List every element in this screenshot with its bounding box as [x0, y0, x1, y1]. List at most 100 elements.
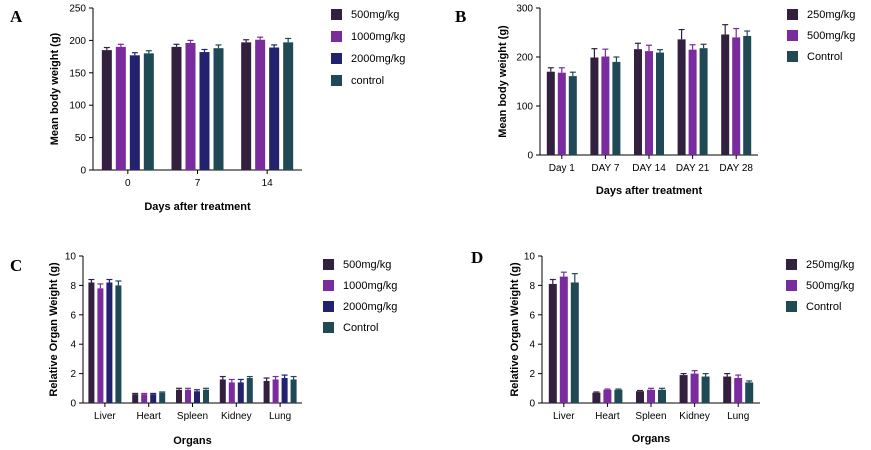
- y-tick-label: 0: [70, 399, 76, 410]
- x-tick-label: Day 1: [549, 163, 576, 174]
- x-tick-label: Kidney: [679, 411, 710, 422]
- bar: [272, 379, 279, 403]
- y-tick-label: 4: [70, 340, 76, 351]
- x-tick-label: Heart: [595, 411, 620, 422]
- legend-swatch: [331, 9, 342, 20]
- bar: [679, 375, 688, 403]
- y-tick-label: 250: [69, 4, 86, 15]
- legend-label: 2000mg/kg: [343, 301, 397, 313]
- x-axis-title: Organs: [173, 435, 212, 447]
- legend-swatch: [331, 53, 342, 64]
- bar: [290, 379, 297, 403]
- bar: [115, 46, 126, 170]
- legend-label: 2000mg/kg: [351, 53, 405, 65]
- panel-letter: B: [455, 7, 466, 26]
- y-tick-label: 50: [75, 133, 87, 144]
- bar: [546, 71, 555, 155]
- legend-swatch: [323, 301, 334, 312]
- y-tick-label: 4: [529, 340, 535, 351]
- legend-swatch: [331, 31, 342, 42]
- y-tick-label: 6: [529, 310, 535, 321]
- x-axis-title: Days after treatment: [596, 185, 703, 197]
- y-axis-title: Relative Organ Weight (g): [48, 262, 60, 397]
- legend-swatch: [323, 259, 334, 270]
- bar: [743, 35, 752, 155]
- y-tick-label: 2: [529, 369, 535, 380]
- x-tick-label: DAY 14: [632, 163, 666, 174]
- y-tick-label: 6: [70, 310, 76, 321]
- bar: [106, 282, 113, 403]
- bar: [203, 389, 209, 403]
- y-tick-label: 150: [69, 68, 86, 79]
- bar: [601, 56, 610, 156]
- x-tick-label: DAY 7: [591, 163, 619, 174]
- y-tick-label: 300: [516, 4, 533, 15]
- legend-label: 500mg/kg: [343, 259, 391, 271]
- bar: [645, 51, 653, 156]
- bar: [570, 282, 579, 403]
- y-tick-label: 10: [524, 252, 536, 263]
- legend-swatch: [787, 9, 798, 20]
- bar: [150, 394, 157, 403]
- bar: [176, 389, 182, 403]
- legend-swatch: [323, 322, 334, 333]
- legend-swatch: [786, 259, 797, 270]
- legend-label: 1000mg/kg: [351, 31, 405, 43]
- y-axis-title: Mean body weight (g): [497, 25, 509, 138]
- bar: [614, 389, 623, 403]
- bar: [219, 379, 226, 403]
- y-tick-label: 0: [529, 399, 535, 410]
- legend-label: Control: [806, 301, 841, 313]
- bar: [213, 48, 224, 171]
- x-tick-label: Kidney: [221, 411, 252, 422]
- y-axis-title: Relative Organ Weight (g): [509, 262, 521, 397]
- panel-d-organ-weight-chart: D 0 2 4 6 8 10 Liver Heart Spleen Kidney Lung Organs…: [471, 248, 854, 445]
- bar: [658, 389, 666, 403]
- bar: [701, 376, 710, 403]
- bar: [143, 53, 154, 170]
- legend-swatch: [787, 30, 798, 41]
- bar: [612, 61, 621, 155]
- x-tick-label: 0: [125, 178, 131, 189]
- bar: [269, 47, 280, 170]
- bar: [263, 380, 270, 403]
- y-tick-label: 8: [70, 281, 76, 292]
- bar: [568, 76, 577, 155]
- bar: [745, 382, 754, 403]
- bar: [647, 389, 655, 403]
- legend-swatch: [323, 280, 334, 291]
- y-tick-label: 0: [527, 151, 533, 162]
- bar: [132, 394, 139, 403]
- x-tick-label: Lung: [269, 411, 291, 422]
- x-axis-title: Days after treatment: [144, 201, 251, 213]
- legend-label: 500mg/kg: [807, 30, 855, 42]
- legend-label: 250mg/kg: [807, 9, 855, 21]
- legend-swatch: [787, 51, 798, 62]
- bar: [690, 373, 699, 403]
- bar: [732, 37, 741, 155]
- bar: [185, 42, 196, 170]
- x-tick-label: Lung: [727, 411, 749, 422]
- bar: [677, 39, 686, 155]
- x-tick-label: DAY 28: [719, 163, 753, 174]
- legend-label: 500mg/kg: [351, 9, 399, 21]
- bar: [115, 285, 122, 403]
- panel-c-organ-weight-chart: C 0 2 4 6 8 10 Liver Heart Spleen Kidney Lung Organs…: [10, 252, 397, 448]
- bar: [88, 282, 95, 403]
- legend-label: Control: [343, 322, 378, 334]
- bar: [656, 52, 664, 156]
- bar: [241, 42, 252, 170]
- y-tick-label: 2: [70, 369, 76, 380]
- y-tick-label: 100: [69, 101, 86, 112]
- legend-swatch: [331, 75, 342, 86]
- panel-letter: A: [10, 7, 23, 26]
- legend-swatch: [786, 280, 797, 291]
- y-tick-label: 200: [69, 36, 86, 47]
- x-tick-label: Spleen: [177, 411, 208, 422]
- x-axis-title: Organs: [632, 433, 671, 445]
- bar: [548, 283, 557, 403]
- bar: [101, 50, 112, 171]
- bar: [734, 378, 743, 403]
- legend-label: 250mg/kg: [806, 259, 854, 271]
